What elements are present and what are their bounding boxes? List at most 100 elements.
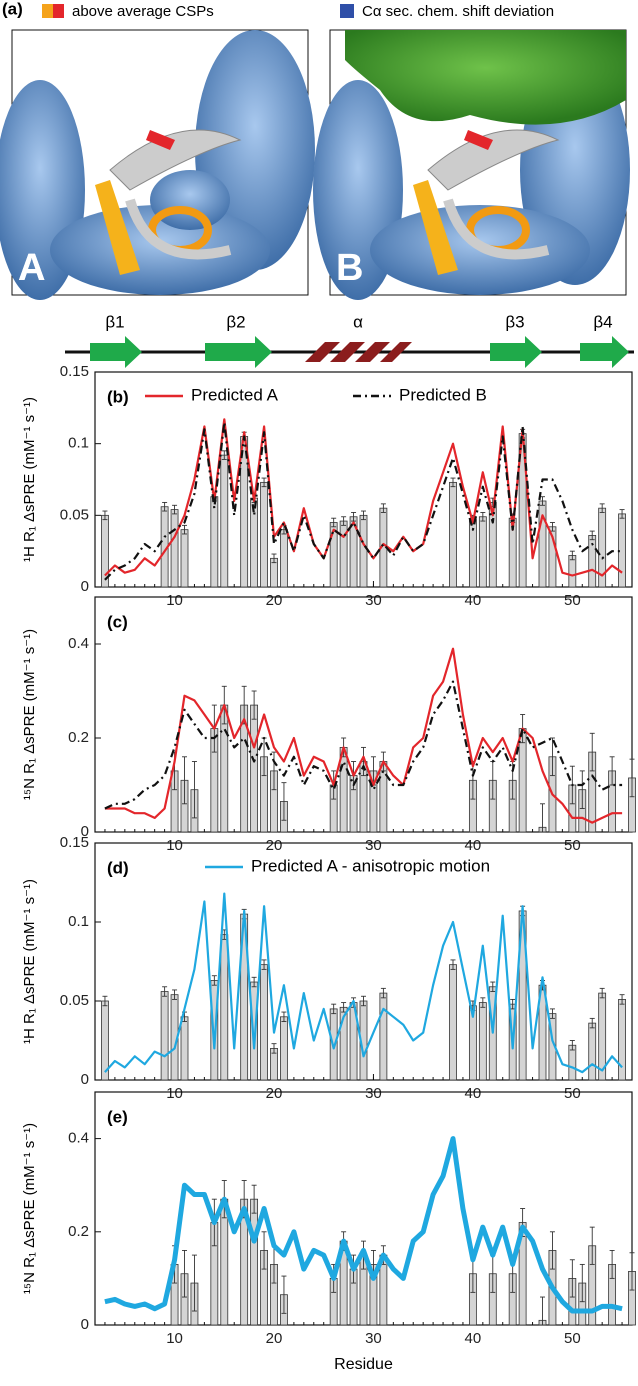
- error-bar: [162, 501, 168, 512]
- panel-label: (b): [107, 387, 129, 406]
- x-tick-label: 40: [465, 592, 482, 609]
- legend-text: above average CSPs: [72, 3, 214, 20]
- y-tick-label: 0.05: [60, 992, 89, 1009]
- x-tick-label: 50: [564, 837, 581, 854]
- bar: [210, 496, 219, 588]
- error-bar: [271, 1043, 277, 1054]
- legend-text: Cα sec. chem. shift deviation: [362, 3, 554, 20]
- svg-text:A: A: [18, 247, 45, 289]
- bar: [250, 981, 259, 1081]
- ss-label: β2: [226, 312, 245, 331]
- bar: [250, 704, 259, 833]
- bar: [478, 1002, 487, 1081]
- error-bar: [569, 1259, 575, 1298]
- bar: [160, 991, 169, 1081]
- bar: [379, 992, 388, 1081]
- error-bar: [281, 782, 287, 821]
- error-bar: [450, 959, 456, 970]
- error-bar: [251, 976, 257, 988]
- error-bar: [609, 1249, 615, 1279]
- image-label: B: [336, 247, 363, 289]
- line-series: [104, 421, 623, 581]
- error-bar: [579, 770, 585, 809]
- secondary-structure: [65, 336, 634, 368]
- bar: [180, 529, 189, 588]
- error-bar: [361, 510, 366, 521]
- error-bar: [450, 477, 456, 488]
- error-bar: [549, 1008, 555, 1019]
- x-tick-label: 50: [564, 1330, 581, 1347]
- error-bar: [540, 1296, 545, 1326]
- error-bar: [341, 516, 347, 526]
- error-bar: [589, 530, 595, 541]
- legend-swatch: [53, 4, 64, 18]
- error-bar: [490, 981, 496, 992]
- x-tick-label: 40: [465, 1330, 482, 1347]
- x-tick-label: 10: [166, 1330, 183, 1347]
- error-bar: [331, 517, 337, 528]
- x-tick-label: 30: [365, 837, 382, 854]
- bar: [449, 481, 457, 588]
- bar: [220, 454, 229, 588]
- bar: [618, 999, 626, 1081]
- error-bar: [191, 761, 197, 819]
- error-bar: [162, 986, 168, 997]
- x-tick-label: 10: [166, 1085, 183, 1102]
- error-bar: [221, 450, 227, 460]
- error-bar: [599, 503, 605, 513]
- bar: [260, 964, 268, 1081]
- bar: [250, 1198, 259, 1326]
- ss-label: α: [353, 312, 363, 331]
- panel-label: (d): [107, 858, 129, 877]
- y-tick-label: 0.4: [68, 1130, 89, 1147]
- error-bar: [261, 1231, 267, 1270]
- y-tick-label: 0.4: [68, 635, 89, 652]
- line-series: [104, 1136, 623, 1314]
- error-bar: [569, 550, 575, 561]
- error-bar: [380, 503, 386, 513]
- bar: [280, 1016, 288, 1081]
- x-tick-label: 20: [266, 837, 283, 854]
- error-bar: [341, 1002, 347, 1013]
- error-bar: [569, 1040, 575, 1051]
- line-series: [104, 892, 623, 1074]
- x-tick-label: 50: [564, 1085, 581, 1102]
- x-tick-label: 20: [266, 592, 283, 609]
- line-series: [104, 418, 623, 577]
- bar: [568, 1044, 577, 1081]
- y-tick-label: 0.15: [60, 834, 89, 851]
- error-bar: [629, 758, 635, 798]
- bar: [518, 728, 527, 833]
- y-tick-label: 0: [81, 1071, 89, 1088]
- y-tick-label: 0: [81, 578, 89, 595]
- panel-label: (c): [107, 612, 128, 631]
- error-bar: [182, 1249, 187, 1298]
- error-bar: [261, 959, 267, 970]
- error-bar: [182, 524, 187, 535]
- error-bar: [549, 737, 555, 777]
- error-bar: [629, 1252, 635, 1291]
- bar: [180, 1016, 189, 1081]
- error-bar: [102, 995, 108, 1007]
- legend-swatch: [340, 4, 354, 18]
- ss-label: β1: [105, 312, 124, 331]
- error-bar: [211, 975, 217, 986]
- error-bar: [251, 690, 257, 720]
- y-tick-label: 0.2: [68, 1223, 89, 1240]
- y-axis-label: ¹⁵N R₁ ΔsPRE (mM⁻¹ s⁻¹): [21, 1123, 38, 1294]
- y-axis-label: ¹H R₁ ΔsPRE (mM⁻¹ s⁻¹): [21, 879, 38, 1044]
- y-tick-label: 0: [81, 1316, 89, 1333]
- structure-image: [313, 29, 630, 300]
- bar: [588, 1022, 597, 1081]
- error-bar: [480, 997, 486, 1008]
- error-bar: [619, 994, 625, 1005]
- ss-label: β3: [505, 312, 524, 331]
- x-tick-label: 30: [365, 1085, 382, 1102]
- legend-text: Predicted A: [191, 385, 279, 404]
- y-tick-label: 0.1: [68, 435, 89, 452]
- bar: [240, 436, 249, 588]
- error-bar: [271, 751, 277, 791]
- x-tick-label: 10: [166, 837, 183, 854]
- error-bar: [579, 1263, 585, 1303]
